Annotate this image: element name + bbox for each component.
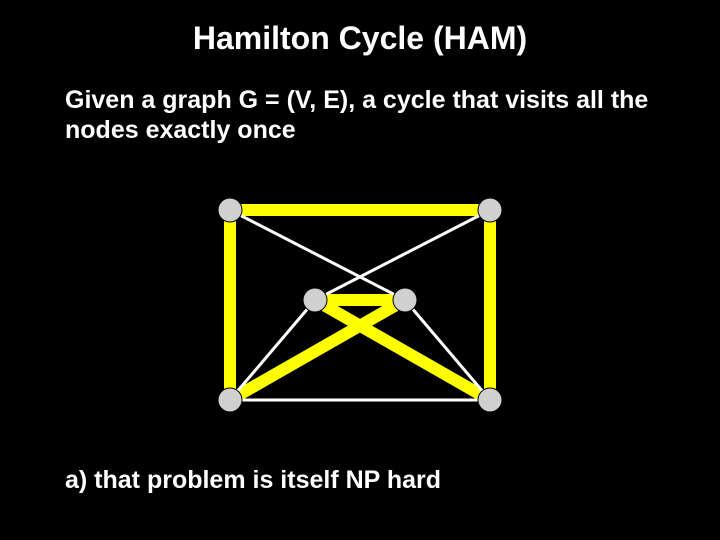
hamilton-graph [200,180,520,430]
graph-node [393,288,417,312]
slide: Hamilton Cycle (HAM) Given a graph G = (… [0,0,720,540]
graph-edge [230,300,405,400]
graph-node [218,388,242,412]
graph-node [218,198,242,222]
graph-node [478,198,502,222]
slide-title: Hamilton Cycle (HAM) [0,20,720,57]
graph-node [478,388,502,412]
graph-svg [200,180,520,430]
graph-edge [315,300,490,400]
slide-footer: a) that problem is itself NP hard [65,466,441,495]
graph-edge [230,300,315,400]
graph-node [303,288,327,312]
graph-edge [315,210,490,300]
graph-edge [405,300,490,400]
graph-edge [230,210,405,300]
slide-description: Given a graph G = (V, E), a cycle that v… [65,85,660,145]
